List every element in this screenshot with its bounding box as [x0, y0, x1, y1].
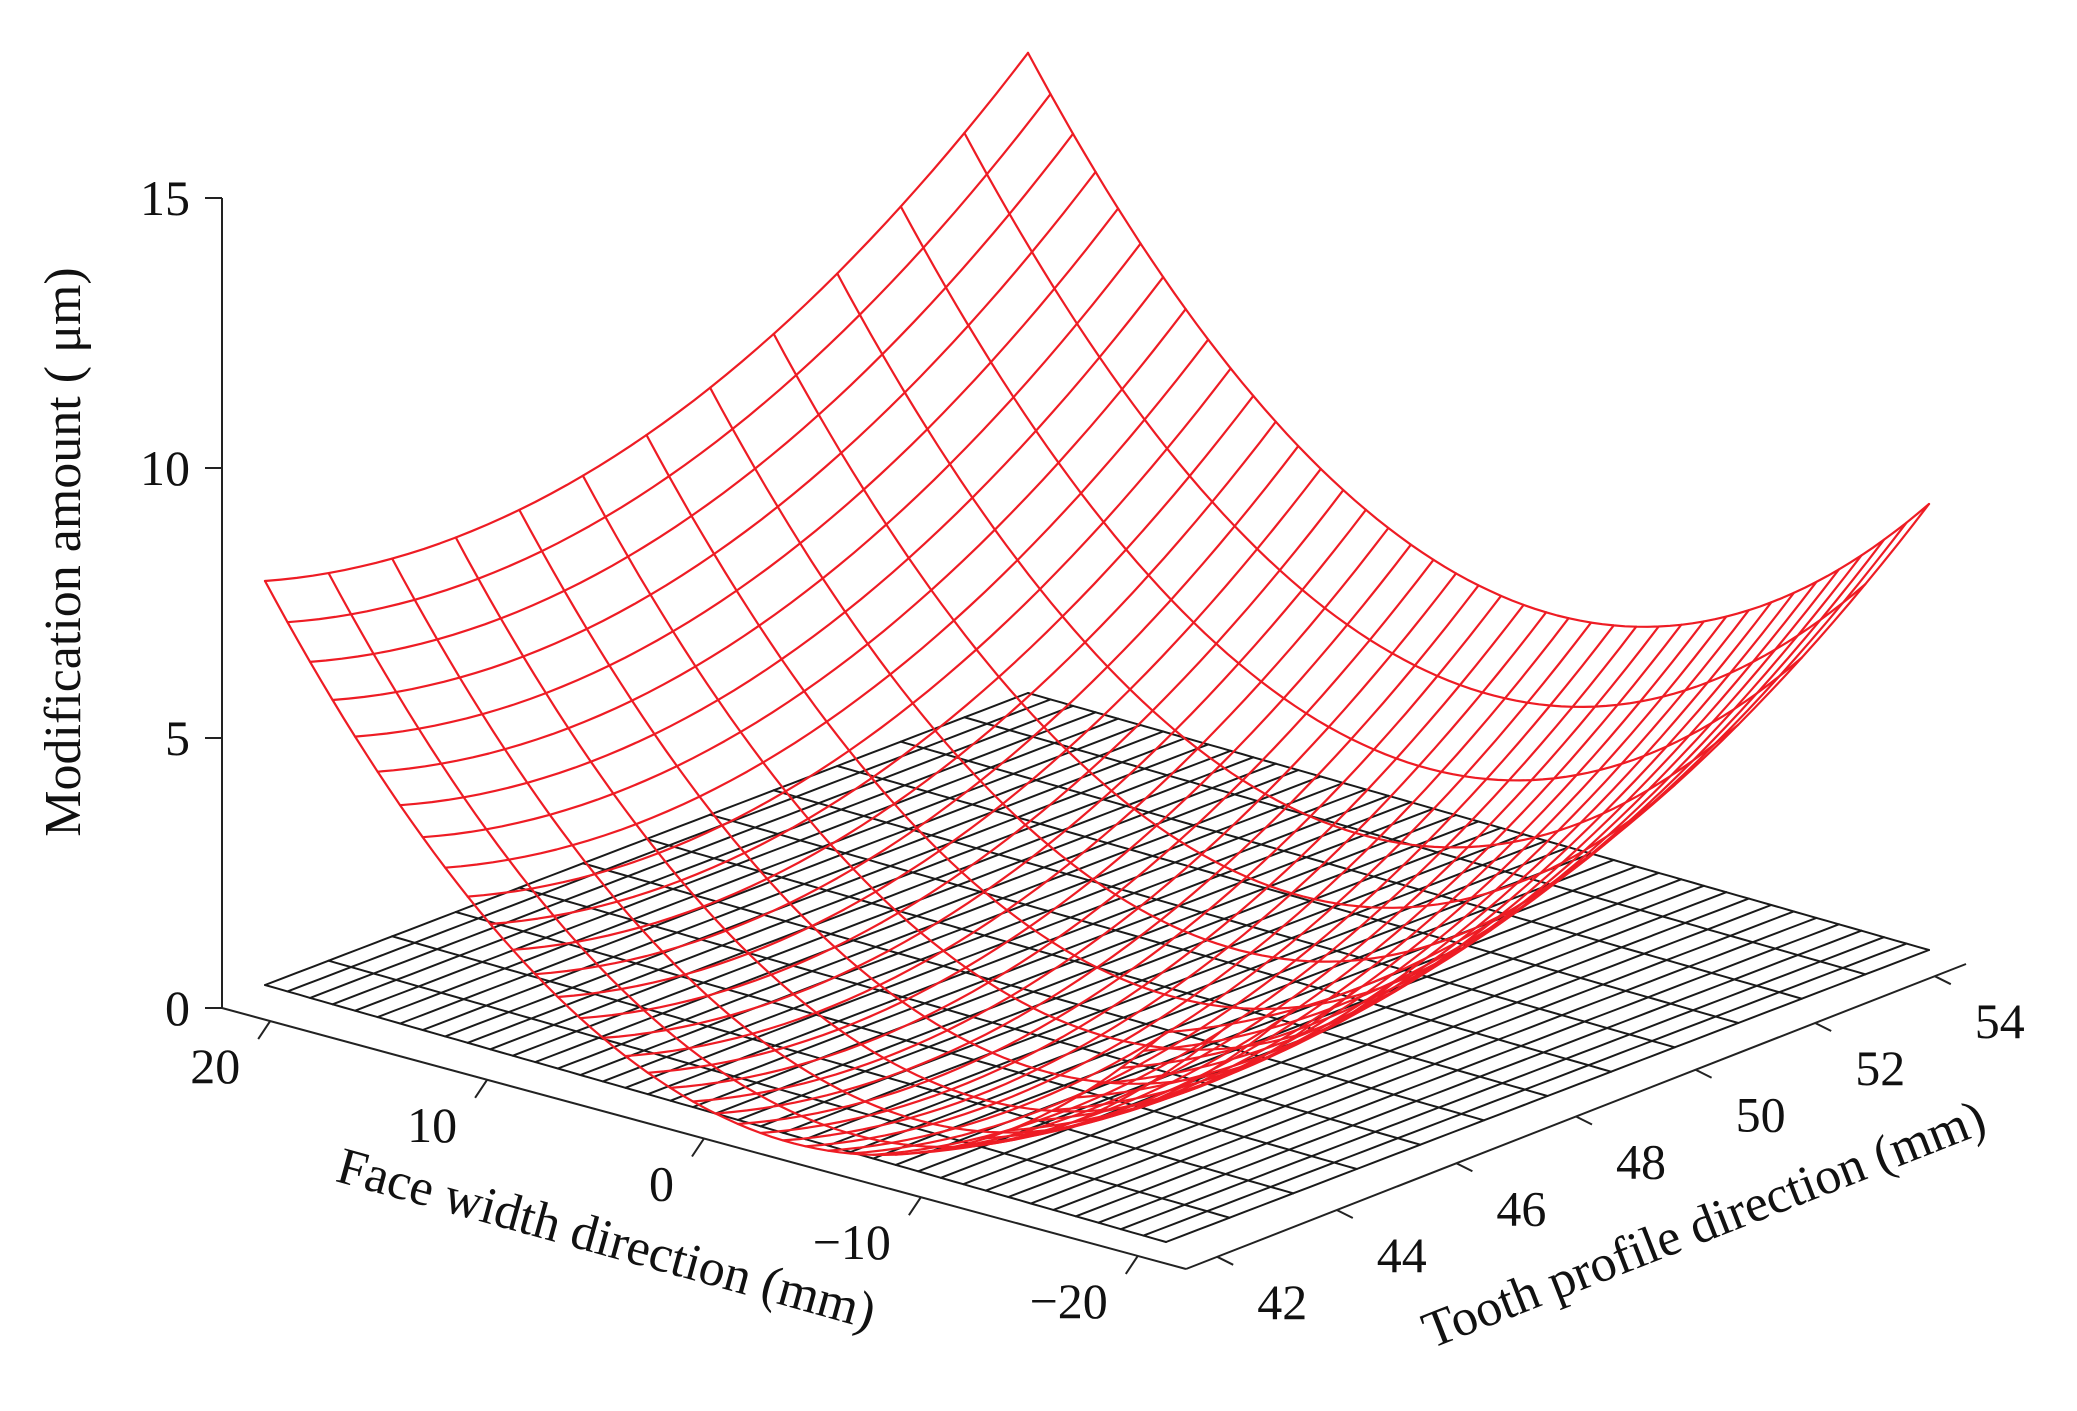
y-tick-label: 52	[1855, 1040, 1905, 1096]
flat-mesh-line-y	[899, 740, 1803, 1000]
modified-mesh-line-y	[581, 474, 1485, 1051]
modified-mesh-line-y	[645, 433, 1549, 1010]
y-tick	[1934, 975, 1952, 986]
z-tick-label: 5	[165, 710, 190, 766]
modified-mesh-line-y	[1026, 51, 1931, 628]
modified-mesh-line-y	[518, 508, 1422, 1085]
modified-mesh-line-y	[709, 386, 1613, 963]
modified-mesh-line-x	[263, 51, 1030, 583]
z-tick-label: 0	[165, 980, 190, 1036]
y-tick-label: 50	[1736, 1087, 1786, 1143]
modified-surface	[263, 51, 1931, 1156]
modified-mesh-line-x	[736, 594, 1503, 1126]
modified-mesh-line-y	[454, 536, 1358, 1113]
z-tick-label: 10	[140, 440, 190, 496]
flat-mesh-line-y	[836, 765, 1740, 1024]
y-tick-label: 44	[1377, 1227, 1427, 1283]
x-tick-label: 20	[190, 1038, 240, 1094]
flat-mesh-line-y	[709, 813, 1613, 1073]
x-tick	[474, 1079, 488, 1099]
y-tick	[1695, 1068, 1713, 1079]
z-tick-label: 15	[140, 170, 190, 226]
flat-mesh-line-y	[772, 789, 1676, 1049]
modified-mesh-line-y	[899, 205, 1803, 782]
modified-mesh-line-y	[963, 131, 1867, 708]
y-tick	[1814, 1022, 1832, 1032]
y-tick	[1336, 1209, 1354, 1219]
x-tick	[257, 1020, 272, 1040]
y-tick	[1216, 1255, 1234, 1266]
y-tick	[1455, 1162, 1473, 1173]
modified-mesh-line-y	[391, 557, 1295, 1134]
modified-mesh-line-x	[669, 558, 1435, 1089]
modified-mesh-line-x	[466, 367, 1232, 898]
y-tick-label: 42	[1257, 1274, 1307, 1330]
modified-mesh-line-y	[263, 579, 1168, 1156]
modified-mesh-line-x	[534, 445, 1300, 976]
modified-mesh-line-x	[331, 170, 1097, 702]
x-tick	[1124, 1255, 1139, 1275]
modified-mesh-line-y	[327, 572, 1231, 1149]
flat-mesh-line-y	[454, 911, 1358, 1170]
x-tick-label: 0	[649, 1156, 674, 1212]
modified-mesh-line-y	[772, 332, 1676, 909]
modified-mesh-line-x	[286, 93, 1052, 624]
x-tick	[908, 1196, 922, 1216]
modified-mesh-line-x	[511, 420, 1277, 951]
flat-mesh-line-y	[581, 862, 1485, 1122]
ticks: 0 5 10 15 20 10 0 −10 −20 42 44 46 48 50 52 54	[140, 170, 2025, 1330]
modified-mesh-line-y	[836, 272, 1740, 849]
x-tick-label: 10	[407, 1097, 457, 1153]
flat-mesh-line-y	[1027, 692, 1930, 951]
x-axis-title: Face width direction (mm)	[331, 1137, 882, 1340]
y-tick-label: 46	[1496, 1180, 1546, 1236]
modified-mesh-line-x	[354, 207, 1120, 738]
x-tick-label: −20	[1030, 1273, 1108, 1329]
x-tick	[691, 1137, 705, 1158]
flat-mesh-line-y	[518, 886, 1422, 1146]
y-tick-label: 48	[1616, 1134, 1666, 1190]
flat-mesh-line-y	[391, 935, 1295, 1195]
x-tick-label: −10	[813, 1214, 891, 1270]
y-tick-label: 54	[1975, 993, 2025, 1049]
z-axis-title: Modification amount ( μm)	[35, 267, 92, 836]
y-tick	[1575, 1115, 1593, 1126]
